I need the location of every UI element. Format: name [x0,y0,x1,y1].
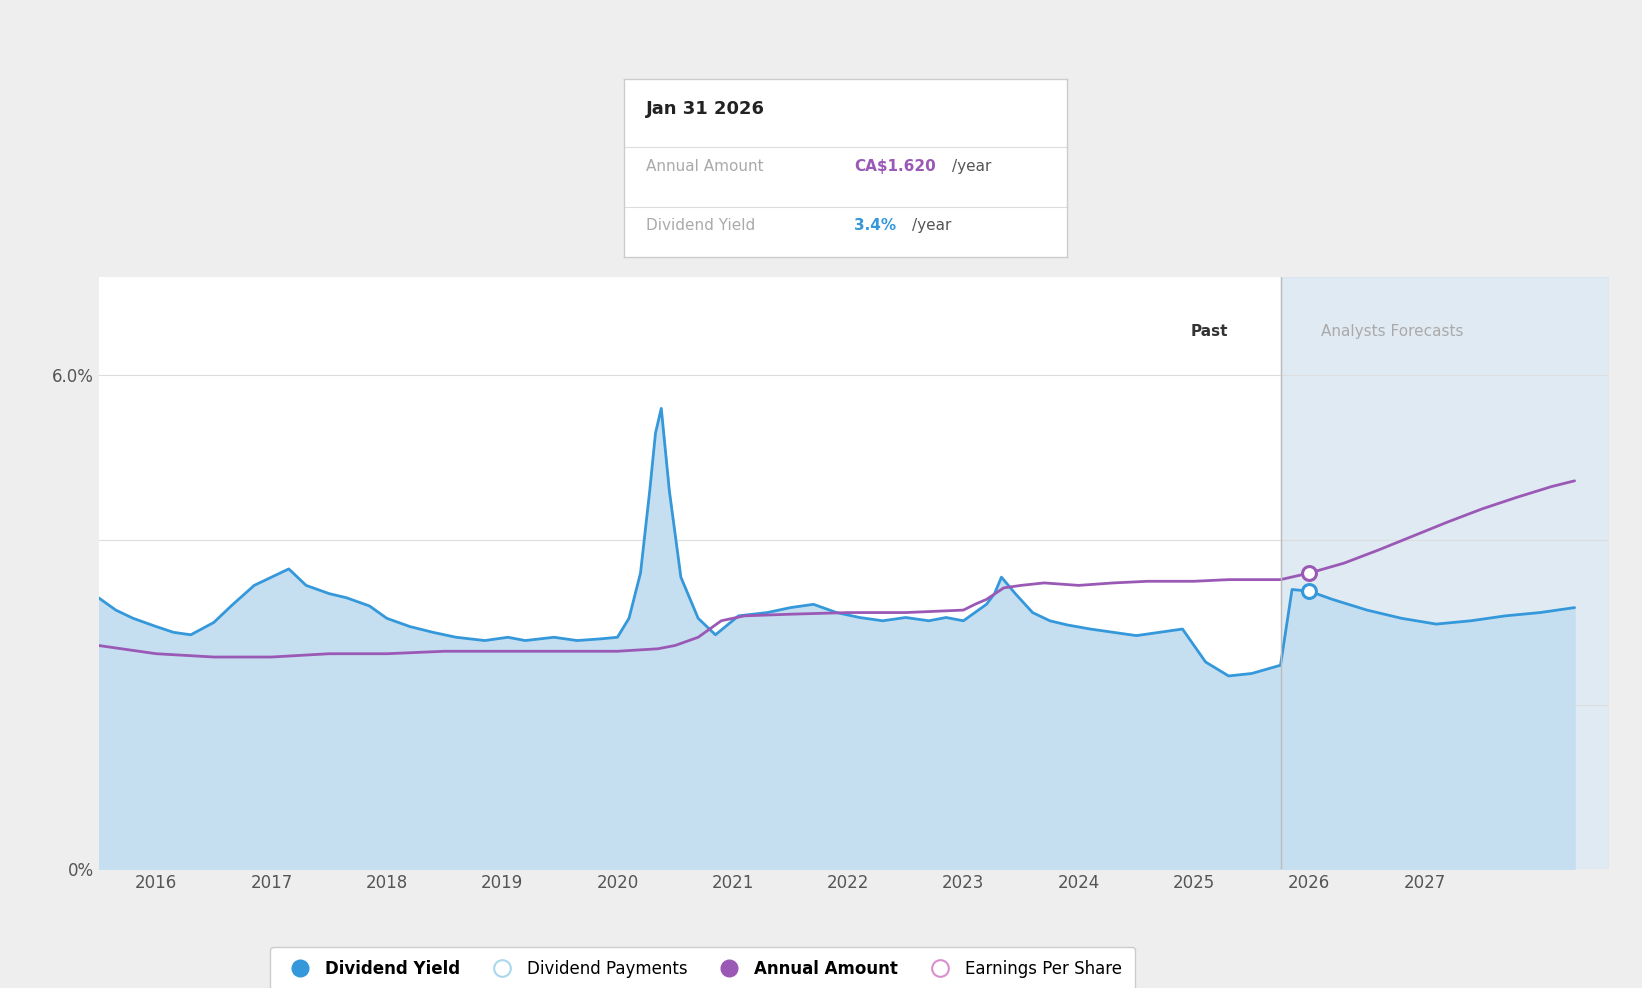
Text: /year: /year [913,217,951,233]
Text: Analysts Forecasts: Analysts Forecasts [1320,324,1463,339]
Bar [1281,277,1609,869]
Text: Dividend Yield: Dividend Yield [647,217,755,233]
Text: /year: /year [952,159,992,174]
Text: Past: Past [1190,324,1228,339]
Text: Annual Amount: Annual Amount [647,159,764,174]
Text: Jan 31 2026: Jan 31 2026 [647,101,765,119]
Text: CA$1.620: CA$1.620 [854,159,936,174]
Legend: Dividend Yield, Dividend Payments, Annual Amount, Earnings Per Share: Dividend Yield, Dividend Payments, Annua… [271,947,1135,988]
Text: 3.4%: 3.4% [854,217,897,233]
